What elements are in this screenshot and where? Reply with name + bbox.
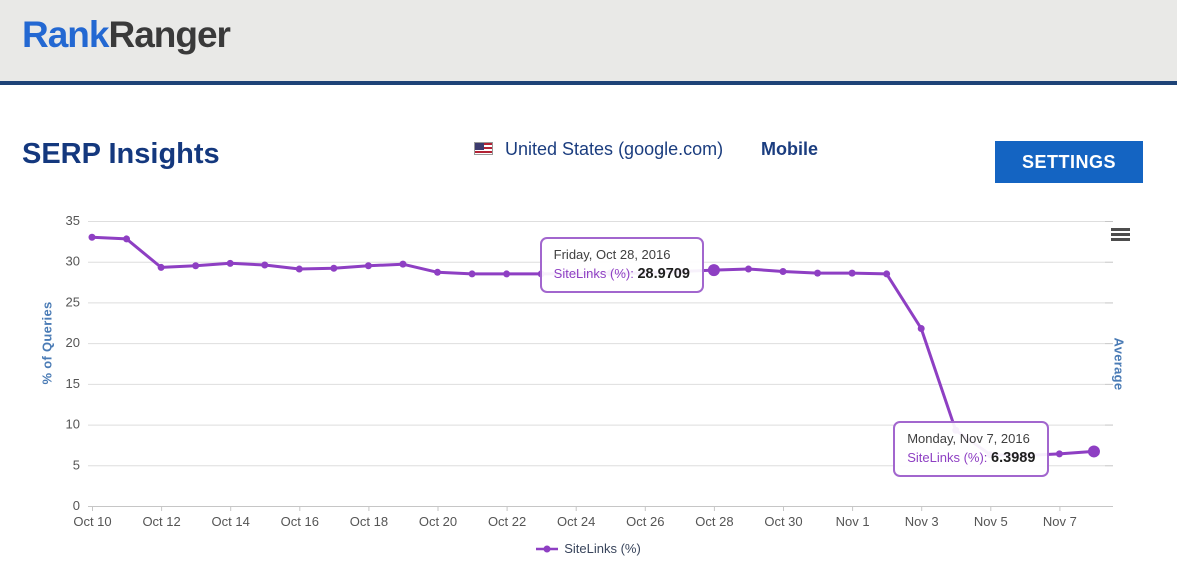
- data-point-marker[interactable]: [503, 270, 511, 278]
- data-point-marker[interactable]: [1055, 450, 1063, 458]
- y-tick-label: 5: [73, 457, 80, 472]
- tooltip-value: 6.3989: [991, 449, 1036, 466]
- chart-tooltip-oct28: Friday, Oct 28, 2016 SiteLinks (%): 28.9…: [539, 237, 704, 294]
- tooltip-date: Monday, Nov 7, 2016: [907, 430, 1030, 446]
- x-tick-label: Oct 12: [142, 514, 180, 529]
- x-tick-label: Oct 20: [419, 514, 457, 529]
- data-point-marker[interactable]: [88, 233, 96, 241]
- legend-marker-icon: [536, 545, 559, 552]
- y-tick-label: 15: [66, 376, 80, 391]
- chart-tooltip-nov7: Monday, Nov 7, 2016 SiteLinks (%): 6.398…: [893, 420, 1050, 477]
- data-point-marker[interactable]: [226, 259, 234, 267]
- x-tick-label: Oct 22: [488, 514, 526, 529]
- x-tick-label: Oct 28: [695, 514, 733, 529]
- x-tick-label: Oct 10: [73, 514, 111, 529]
- data-point-marker[interactable]: [399, 260, 407, 268]
- data-point-marker[interactable]: [295, 265, 303, 273]
- x-tick-label: Oct 16: [281, 514, 319, 529]
- data-point-marker[interactable]: [883, 270, 891, 278]
- data-point-marker[interactable]: [157, 263, 165, 271]
- x-tick-label: Oct 18: [350, 514, 388, 529]
- data-point-marker[interactable]: [261, 261, 269, 269]
- x-tick-label: Nov 5: [974, 514, 1008, 529]
- y-tick-label: 25: [66, 294, 80, 309]
- y-tick-label: 10: [66, 417, 80, 432]
- data-point-marker[interactable]: [123, 235, 131, 243]
- y-tick-label: 35: [66, 213, 80, 228]
- logo-text-ranger: Ranger: [108, 14, 230, 55]
- chart-canvas[interactable]: 0 5 10 15 20 25 30 35 Oct 10 Oct 12 Oct 14 Oct 16 Oc…: [0, 205, 1177, 537]
- y-axis-title: % of Queries: [39, 301, 55, 385]
- data-point-marker[interactable]: [744, 265, 752, 273]
- settings-button[interactable]: SETTINGS: [995, 141, 1143, 183]
- data-point-marker[interactable]: [330, 264, 338, 272]
- serp-features-chart: 0 5 10 15 20 25 30 35 Oct 10 Oct 12 Oct 14 Oct 16 Oc…: [0, 205, 1177, 570]
- x-tick-label: Nov 1: [836, 514, 870, 529]
- data-point-marker[interactable]: [707, 264, 720, 277]
- app-header: RankRanger: [0, 0, 1177, 85]
- data-point-marker[interactable]: [364, 262, 372, 270]
- y-tick-label: 20: [66, 335, 80, 350]
- tooltip-series-label: SiteLinks (%):: [553, 266, 634, 282]
- x-tick-label: Nov 3: [905, 514, 939, 529]
- legend-label: SiteLinks (%): [564, 541, 641, 556]
- y-tick-label: 30: [66, 254, 80, 269]
- tooltip-date: Friday, Oct 28, 2016: [553, 247, 671, 263]
- x-tick-label: Nov 7: [1043, 514, 1077, 529]
- page-title: SERP Insights: [22, 138, 220, 170]
- x-tick-label: Oct 14: [212, 514, 250, 529]
- us-flag-icon: [474, 142, 493, 155]
- data-point-marker[interactable]: [434, 268, 441, 276]
- logo-text-rank: Rank: [22, 14, 109, 55]
- chart-menu-hamburger-icon[interactable]: [1111, 228, 1130, 243]
- data-point-marker[interactable]: [192, 262, 200, 270]
- data-point-marker[interactable]: [779, 267, 787, 275]
- x-tick-label: Oct 24: [557, 514, 595, 529]
- device-label: Mobile: [761, 139, 818, 159]
- x-tick-label: Oct 30: [764, 514, 802, 529]
- right-axis-title: Average: [1111, 337, 1127, 391]
- tooltip-value: 28.9709: [637, 266, 690, 283]
- data-point-marker[interactable]: [468, 270, 476, 278]
- y-tick-label: 0: [73, 498, 80, 513]
- x-tick-label: Oct 26: [626, 514, 664, 529]
- location-label: United States (google.com): [505, 139, 724, 159]
- data-point-marker[interactable]: [917, 324, 925, 332]
- data-point-marker[interactable]: [848, 269, 856, 277]
- rankranger-logo[interactable]: RankRanger: [22, 14, 231, 56]
- tooltip-series-label: SiteLinks (%):: [907, 449, 988, 465]
- data-point-marker[interactable]: [814, 269, 822, 277]
- data-point-marker[interactable]: [1087, 445, 1100, 458]
- legend-item-sitelinks[interactable]: SiteLinks (%): [0, 541, 1177, 556]
